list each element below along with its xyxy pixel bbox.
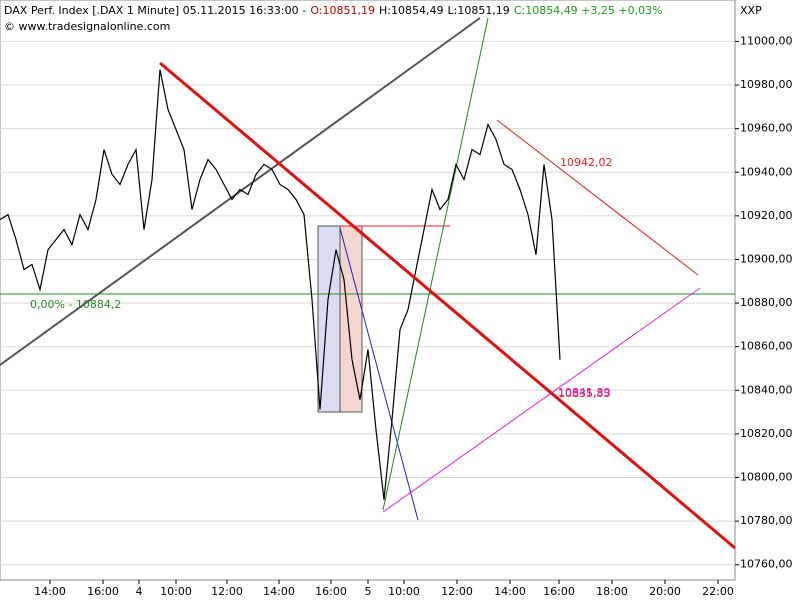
plot-area (0, 0, 736, 581)
y-tick-label: 10840,00 (740, 383, 793, 396)
trendline-green (382, 17, 489, 511)
y-tick-label: 10760,00 (740, 558, 793, 571)
y-tick-label: 10920,00 (740, 209, 793, 222)
price-line (0, 69, 561, 500)
low: L:10851,19 (447, 4, 509, 17)
x-tick-label: 4 (136, 585, 143, 598)
x-tick-label: 14:00 (34, 585, 66, 598)
y-tick-label: 10780,00 (740, 514, 793, 527)
open: O:10851,19 (310, 4, 375, 17)
code: XXP (740, 4, 762, 17)
annotation: 10841,39 (558, 386, 611, 399)
annotation: 10835,83 (558, 387, 611, 400)
y-tick-label: 10940,00 (740, 165, 793, 178)
y-tick-label: 10820,00 (740, 427, 793, 440)
x-tick-label: 14:00 (263, 585, 295, 598)
y-tick-label: 10880,00 (740, 296, 793, 309)
close: C:10854,49 +3,25 +0,03% (514, 4, 663, 17)
x-tick-label: 5 (365, 585, 372, 598)
y-tick-label: 10960,00 (740, 122, 793, 135)
source: © www.tradesignalonline.com (4, 20, 170, 33)
x-tick-label: 10:00 (388, 585, 420, 598)
series-layer (0, 69, 561, 500)
channel-red (496, 119, 699, 276)
x-tick-label: 12:00 (441, 585, 473, 598)
trendline-blue (339, 227, 419, 521)
high: H:10854,49 (379, 4, 443, 17)
x-tick-label: 20:00 (649, 585, 681, 598)
annotation: 10942,02 (560, 156, 613, 169)
x-tick-label: 18:00 (596, 585, 628, 598)
annotation: 0,00% - 10884,2 (30, 298, 121, 311)
y-tick-label: 10800,00 (740, 471, 793, 484)
x-tick-label: 12:00 (211, 585, 243, 598)
x-tick-label: 16:00 (315, 585, 347, 598)
title: DAX Perf. Index [.DAX 1 Minute] 05.11.20… (4, 4, 306, 17)
trendline-red (159, 61, 736, 550)
x-tick-label: 22:00 (702, 585, 734, 598)
trendline-gray (0, 17, 481, 366)
x-tick-label: 10:00 (160, 585, 192, 598)
box-red (339, 225, 363, 413)
y-tick-label: 10980,00 (740, 78, 793, 91)
x-tick-label: 14:00 (494, 585, 526, 598)
header: DAX Perf. Index [.DAX 1 Minute] 05.11.20… (4, 4, 663, 17)
grid (0, 40, 735, 566)
x-tick-label: 16:00 (87, 585, 119, 598)
y-tick-label: 10900,00 (740, 252, 793, 265)
y-tick-label: 10860,00 (740, 340, 793, 353)
channel-magenta (382, 287, 701, 513)
x-tick-label: 16:00 (543, 585, 575, 598)
y-tick-label: 11000,00 (740, 34, 793, 47)
